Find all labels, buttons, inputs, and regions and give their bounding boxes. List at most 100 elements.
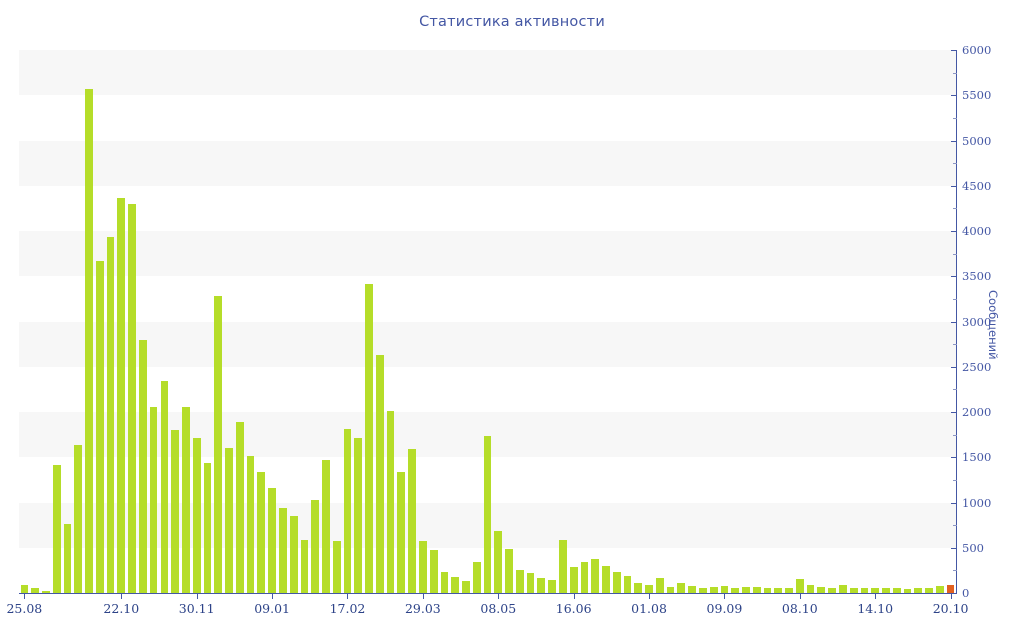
bar[interactable] [914,587,923,593]
bar[interactable] [451,576,460,593]
y-axis-tick-minor [953,253,957,255]
bar[interactable] [774,587,783,593]
x-axis-tick-label: 29.03 [404,601,441,616]
bar[interactable] [95,260,104,593]
bar[interactable] [666,586,675,593]
bar[interactable] [882,587,890,593]
bar[interactable] [860,587,869,593]
bar[interactable] [214,296,223,593]
bar[interactable] [386,411,395,593]
bar[interactable] [591,558,600,593]
y-axis-tick-label: 1500 [962,450,992,465]
bar[interactable] [300,539,309,593]
bar[interactable] [806,584,815,593]
bar[interactable] [634,583,643,593]
bar[interactable] [106,237,115,593]
y-axis-tick-major [951,50,957,51]
x-axis-tick [196,594,198,599]
bar[interactable] [268,488,276,593]
bar[interactable] [235,421,244,593]
bar[interactable] [246,456,255,593]
grid-band [19,140,956,186]
bar[interactable] [85,88,93,593]
bar[interactable] [612,572,621,593]
x-axis-tick [121,594,123,599]
bar[interactable] [515,570,524,593]
bar[interactable] [419,541,427,593]
bar[interactable] [343,429,352,593]
bar[interactable] [677,583,686,593]
bar[interactable] [709,586,718,593]
bar[interactable] [322,459,330,593]
bar[interactable] [699,587,707,593]
grid-band [19,50,956,96]
bar[interactable] [225,448,233,593]
bar[interactable] [440,572,449,593]
bar[interactable] [828,587,837,593]
bar[interactable] [655,577,664,593]
bar[interactable] [375,355,384,593]
bar[interactable] [526,573,535,593]
bar[interactable] [289,516,298,593]
bar[interactable] [117,198,126,593]
bar[interactable] [365,284,373,593]
bar[interactable] [20,584,29,593]
bar[interactable] [42,590,50,593]
bar[interactable] [602,565,610,593]
bar[interactable] [203,462,212,593]
bar[interactable] [128,203,136,593]
x-axis-tick-label: 20.10 [932,601,969,616]
bar[interactable] [752,586,761,593]
bar[interactable] [559,539,567,593]
bar[interactable] [31,588,40,593]
bar[interactable] [645,584,653,593]
bar[interactable] [74,444,83,593]
bar[interactable] [580,562,589,593]
bar[interactable] [925,587,933,593]
bar[interactable] [892,588,901,593]
bar[interactable] [946,585,955,593]
bar[interactable] [494,530,503,593]
bar[interactable] [688,585,696,593]
bar[interactable] [52,465,61,593]
bar[interactable] [795,578,804,593]
bar[interactable] [462,581,470,593]
bar[interactable] [839,584,847,593]
bar[interactable] [171,430,180,593]
bar[interactable] [332,541,341,593]
bar[interactable] [160,381,169,593]
bar[interactable] [731,587,740,593]
y-axis-tick-label: 5500 [962,88,992,103]
bar[interactable] [817,586,826,593]
bar[interactable] [483,435,492,593]
bar[interactable] [408,449,416,593]
bar[interactable] [278,507,287,593]
bar[interactable] [311,499,320,593]
bar[interactable] [537,577,546,593]
bar[interactable] [149,407,158,593]
bar[interactable] [720,585,729,593]
bar[interactable] [548,580,556,593]
bar[interactable] [257,471,266,593]
bar[interactable] [935,585,944,593]
bar[interactable] [354,438,363,593]
bar[interactable] [472,562,481,593]
bar[interactable] [569,566,578,593]
y-axis-tick-label: 5000 [962,133,992,148]
bar[interactable] [763,587,772,593]
chart-title: Статистика активности [419,14,605,30]
bar[interactable] [849,587,858,593]
x-axis-tick [724,594,726,599]
bar[interactable] [742,586,750,593]
bar[interactable] [623,575,632,593]
bar[interactable] [63,524,72,593]
bar[interactable] [903,589,912,593]
bar[interactable] [138,339,147,593]
bar[interactable] [871,588,880,593]
bar[interactable] [182,407,190,593]
bar[interactable] [429,550,438,593]
bar[interactable] [785,588,793,593]
bar[interactable] [192,438,201,593]
bar[interactable] [505,548,513,593]
bar[interactable] [397,471,406,593]
